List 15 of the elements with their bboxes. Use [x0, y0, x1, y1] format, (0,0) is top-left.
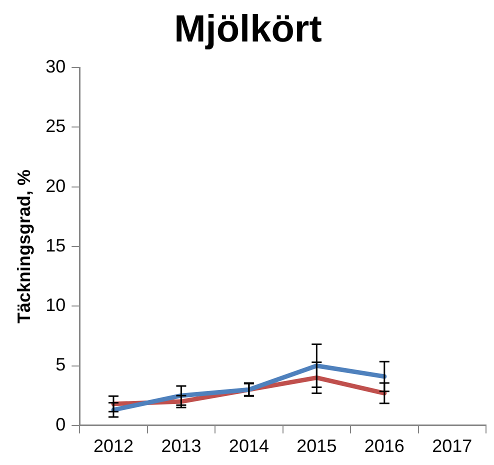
- x-tick-label: 2013: [161, 436, 202, 456]
- y-tick-label: 25: [46, 116, 66, 136]
- chart-title: Mjölkört: [174, 8, 322, 50]
- x-tick-label: 2012: [93, 436, 134, 456]
- y-tick-label: 0: [56, 414, 66, 434]
- y-tick-label: 20: [46, 176, 66, 196]
- x-tick-label: 2015: [296, 436, 337, 456]
- y-tick-label: 15: [46, 235, 66, 256]
- y-tick-label: 10: [46, 295, 66, 316]
- y-tick-label: 5: [56, 354, 66, 375]
- x-tick-label: 2017: [432, 436, 472, 456]
- y-tick-label: 30: [46, 56, 66, 77]
- x-tick-label: 2016: [364, 436, 404, 456]
- y-axis-title: Täckningsgrad, %: [14, 169, 34, 324]
- x-tick-label: 2014: [228, 436, 269, 456]
